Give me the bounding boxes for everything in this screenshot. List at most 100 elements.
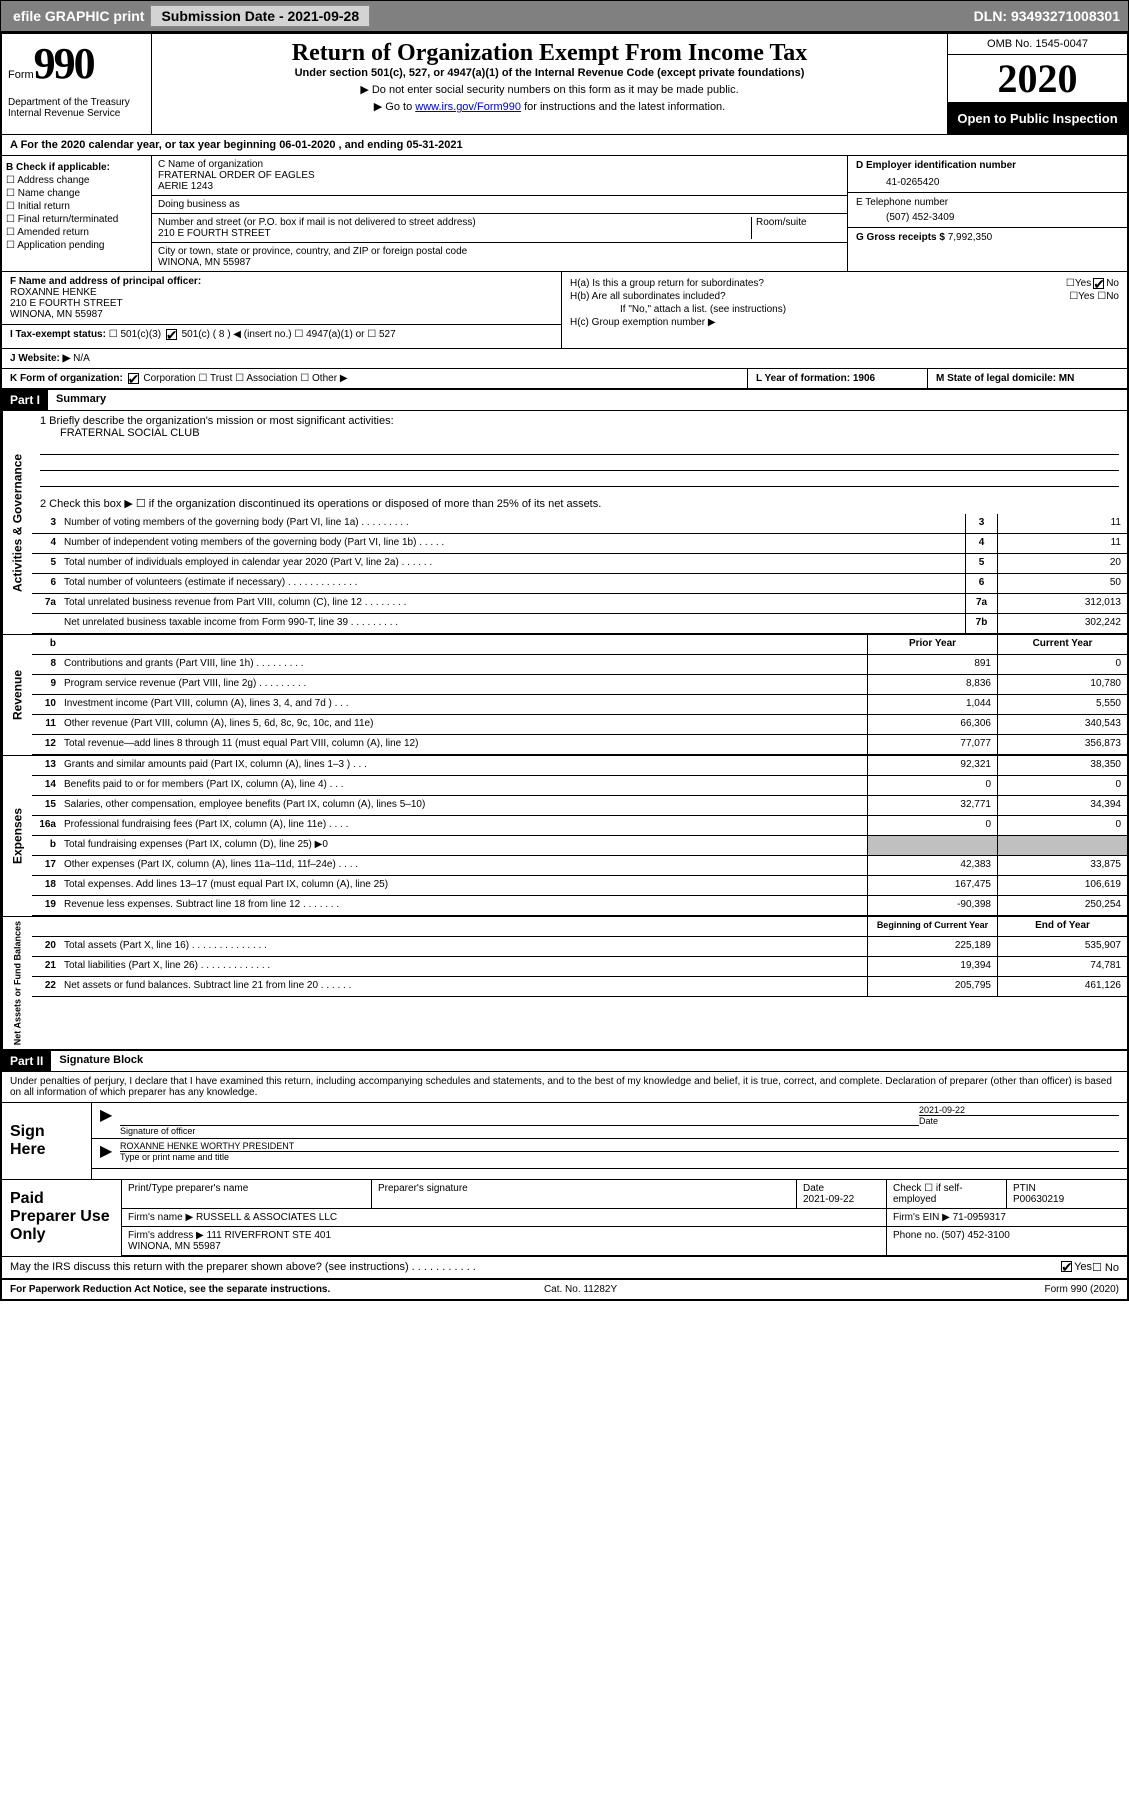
k-label: K Form of organization: [10,373,123,384]
col-f-officer: F Name and address of principal officer:… [2,272,562,348]
c-name: FRATERNAL ORDER OF EAGLES AERIE 1243 [158,170,841,192]
c-name-label: C Name of organization [158,159,841,170]
line-b: bTotal fundraising expenses (Part IX, co… [32,836,1127,856]
cb-amended[interactable]: ☐ Amended return [6,227,147,238]
f-city: WINONA, MN 55987 [10,309,553,320]
hb-note: If "No," attach a list. (see instruction… [620,304,786,315]
col-d-deg: D Employer identification number 41-0265… [847,156,1127,271]
c-city-label: City or town, state or province, country… [158,246,841,257]
firm-ein-label: Firm's EIN ▶ [893,1212,950,1223]
row-j: J Website: ▶ N/A [2,349,1127,369]
line-13: 13Grants and similar amounts paid (Part … [32,756,1127,776]
c-street-label: Number and street (or P.O. box if mail i… [158,217,751,228]
line-15: 15Salaries, other compensation, employee… [32,796,1127,816]
prep-check[interactable]: Check ☐ if self-employed [893,1183,963,1205]
year-box: OMB No. 1545-0047 2020 Open to Public In… [947,34,1127,134]
d-value: 41-0265420 [886,177,1119,188]
c-street-cell: Number and street (or P.O. box if mail i… [152,214,847,243]
g-value: 7,992,350 [948,232,993,243]
efile-label: efile GRAPHIC print [13,8,144,24]
sig-officer-label: Signature of officer [120,1126,195,1136]
discuss-yes-cb[interactable] [1061,1261,1072,1272]
q2-text: 2 Check this box ▶ ☐ if the organization… [32,493,1127,514]
line-10: 10Investment income (Part VIII, column (… [32,695,1127,715]
c-dba-label: Doing business as [158,199,240,210]
i-opt-4[interactable]: ☐ 527 [367,329,395,340]
cb-address[interactable]: ☐ Address change [6,175,147,186]
form-number-box: Form990 Department of the Treasury Inter… [2,34,152,134]
part1-title: Summary [48,390,1127,410]
dept-treasury: Department of the Treasury Internal Reve… [8,97,145,119]
k-corp-cb[interactable] [128,373,139,384]
sig-name: ROXANNE HENKE WORTHY PRESIDENT [120,1141,1119,1151]
na-end-hdr: End of Year [997,917,1127,936]
blank-3 [40,473,1119,487]
cb-initial[interactable]: ☐ Initial return [6,201,147,212]
firm-name-label: Firm's name ▶ [128,1212,193,1223]
col-c-org-info: C Name of organization FRATERNAL ORDER O… [152,156,847,271]
j-label: J Website: ▶ [10,353,70,364]
submission-date-btn[interactable]: Submission Date - 2021-09-28 [150,5,370,27]
na-begin-hdr: Beginning of Current Year [867,917,997,936]
line-21: 21Total liabilities (Part X, line 26) . … [32,957,1127,977]
e-value: (507) 452-3409 [886,212,1119,223]
row-a-tax-year: A For the 2020 calendar year, or tax yea… [2,135,1127,156]
form-990-wrap: Form990 Department of the Treasury Inter… [0,32,1129,1301]
na-header: Beginning of Current Year End of Year [32,917,1127,937]
firm-phone: (507) 452-3100 [941,1230,1009,1241]
side-expenses: Expenses [2,756,32,916]
hb-text: H(b) Are all subordinates included? [570,291,1069,302]
expenses-section: Expenses 13Grants and similar amounts pa… [2,755,1127,916]
line-3: 3Number of voting members of the governi… [32,514,1127,534]
line-18: 18Total expenses. Add lines 13–17 (must … [32,876,1127,896]
d-label: D Employer identification number [856,160,1119,171]
discuss-no[interactable]: ☐ No [1092,1261,1119,1274]
section-bcd: B Check if applicable: ☐ Address change … [2,156,1127,272]
discuss-text: May the IRS discuss this return with the… [10,1261,1059,1274]
firm-phone-label: Phone no. [893,1230,939,1241]
c-dba-cell: Doing business as [152,196,847,214]
row-k: K Form of organization: Corporation ☐ Tr… [2,369,1127,390]
line-7a: 7aTotal unrelated business revenue from … [32,594,1127,614]
c-room-label: Room/suite [756,217,841,228]
prior-year-hdr: Prior Year [867,635,997,654]
i-opt-1[interactable]: ☐ 501(c)(3) [109,329,161,340]
line-5: 5Total number of individuals employed in… [32,554,1127,574]
l-year: L Year of formation: 1906 [756,373,875,384]
ptin: P00630219 [1013,1194,1064,1205]
i-opt-3[interactable]: ☐ 4947(a)(1) or [294,329,364,340]
netassets-section: Net Assets or Fund Balances Beginning of… [2,916,1127,1049]
col-h: H(a) Is this a group return for subordin… [562,272,1127,348]
ptin-label: PTIN [1013,1183,1036,1194]
cb-pending[interactable]: ☐ Application pending [6,240,147,251]
i-opt-2-cb[interactable] [166,329,177,340]
sign-here-row: Sign Here ▶ Signature of officer 2021-09… [2,1102,1127,1179]
f-street: 210 E FOURTH STREET [10,298,553,309]
line-20: 20Total assets (Part X, line 16) . . . .… [32,937,1127,957]
topbar: efile GRAPHIC print Submission Date - 20… [0,0,1129,32]
hc-text: H(c) Group exemption number ▶ [570,317,716,328]
c-city: WINONA, MN 55987 [158,257,841,268]
governance-section: Activities & Governance 1 Briefly descri… [2,411,1127,634]
q1-value: FRATERNAL SOCIAL CLUB [60,427,1119,439]
line-17: 17Other expenses (Part IX, column (A), l… [32,856,1127,876]
paid-preparer: Paid Preparer Use Only Print/Type prepar… [2,1179,1127,1256]
part1-hdr: Part I [2,390,48,410]
form990-link[interactable]: www.irs.gov/Form990 [415,101,521,113]
m-state: M State of legal domicile: MN [936,373,1074,384]
main-title: Return of Organization Exempt From Incom… [158,40,941,67]
line-4: 4Number of independent voting members of… [32,534,1127,554]
part1-header-row: Part I Summary [2,390,1127,411]
ha-no-cb[interactable] [1093,278,1104,289]
side-revenue: Revenue [2,635,32,755]
cb-final[interactable]: ☐ Final return/terminated [6,214,147,225]
line-16a: 16aProfessional fundraising fees (Part I… [32,816,1127,836]
blank-1 [40,441,1119,455]
col-b-checkboxes: B Check if applicable: ☐ Address change … [2,156,152,271]
line-19: 19Revenue less expenses. Subtract line 1… [32,896,1127,916]
f-name: ROXANNE HENKE [10,287,553,298]
c-city-cell: City or town, state or province, country… [152,243,847,271]
cat-no: Cat. No. 11282Y [544,1284,617,1295]
open-inspection: Open to Public Inspection [948,103,1127,134]
cb-name[interactable]: ☐ Name change [6,188,147,199]
